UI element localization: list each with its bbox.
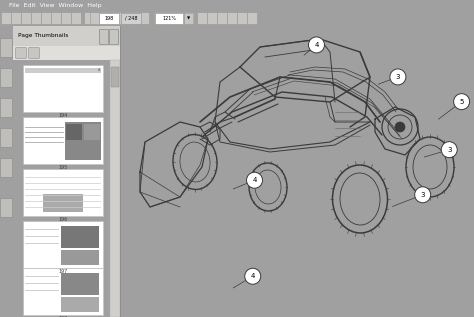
- Bar: [13, 26, 120, 46]
- FancyBboxPatch shape: [23, 169, 103, 216]
- Text: File  Edit  View  Window  Help: File Edit View Window Help: [9, 3, 102, 8]
- FancyBboxPatch shape: [208, 12, 218, 24]
- Text: 121%: 121%: [162, 16, 176, 21]
- FancyBboxPatch shape: [100, 29, 109, 44]
- Bar: [184, 13, 193, 24]
- FancyBboxPatch shape: [23, 117, 103, 164]
- FancyBboxPatch shape: [52, 12, 62, 24]
- Bar: [110, 60, 120, 317]
- FancyBboxPatch shape: [129, 12, 139, 24]
- Text: 194: 194: [58, 113, 68, 118]
- FancyBboxPatch shape: [24, 222, 104, 269]
- FancyBboxPatch shape: [23, 221, 103, 268]
- FancyBboxPatch shape: [184, 12, 194, 24]
- Bar: [111, 67, 119, 87]
- Text: Page Thumbnails: Page Thumbnails: [18, 34, 68, 38]
- Text: / 248: / 248: [125, 16, 137, 21]
- Bar: [61, 250, 99, 265]
- FancyBboxPatch shape: [23, 268, 103, 315]
- FancyBboxPatch shape: [72, 12, 82, 24]
- Text: 3: 3: [420, 192, 425, 198]
- Bar: [61, 297, 99, 312]
- FancyBboxPatch shape: [0, 68, 12, 87]
- Bar: [61, 226, 99, 248]
- Text: 5: 5: [459, 99, 464, 105]
- Bar: [121, 13, 141, 24]
- Bar: [25, 68, 101, 73]
- FancyBboxPatch shape: [0, 128, 12, 147]
- Text: 195: 195: [58, 165, 68, 170]
- FancyBboxPatch shape: [24, 170, 104, 217]
- Text: 3: 3: [396, 74, 400, 80]
- Bar: [99, 13, 119, 24]
- FancyBboxPatch shape: [23, 65, 103, 112]
- Bar: [43, 194, 83, 212]
- Bar: [155, 13, 183, 24]
- FancyBboxPatch shape: [11, 12, 21, 24]
- Circle shape: [390, 69, 406, 85]
- FancyBboxPatch shape: [42, 12, 52, 24]
- Text: A: A: [98, 68, 100, 72]
- FancyBboxPatch shape: [237, 12, 247, 24]
- FancyBboxPatch shape: [24, 118, 104, 165]
- Bar: [84, 124, 100, 140]
- FancyBboxPatch shape: [16, 48, 26, 58]
- Text: 3: 3: [447, 147, 451, 153]
- Bar: [65, 122, 101, 160]
- FancyBboxPatch shape: [164, 12, 174, 24]
- FancyBboxPatch shape: [139, 12, 149, 24]
- Circle shape: [395, 122, 405, 132]
- Text: 196: 196: [58, 217, 68, 222]
- FancyBboxPatch shape: [118, 12, 128, 24]
- FancyBboxPatch shape: [111, 12, 121, 24]
- FancyBboxPatch shape: [24, 269, 104, 316]
- FancyBboxPatch shape: [31, 12, 42, 24]
- FancyBboxPatch shape: [91, 12, 100, 24]
- Circle shape: [245, 268, 261, 284]
- FancyBboxPatch shape: [228, 12, 237, 24]
- Text: 198: 198: [58, 316, 68, 317]
- FancyBboxPatch shape: [0, 38, 12, 57]
- FancyBboxPatch shape: [21, 12, 31, 24]
- Text: 4: 4: [251, 273, 255, 279]
- FancyBboxPatch shape: [0, 198, 12, 217]
- Bar: [61, 273, 99, 295]
- Circle shape: [454, 94, 470, 110]
- FancyBboxPatch shape: [24, 66, 104, 113]
- Circle shape: [441, 142, 457, 158]
- Circle shape: [309, 37, 325, 53]
- FancyBboxPatch shape: [247, 12, 257, 24]
- Text: ▼: ▼: [187, 16, 190, 21]
- FancyBboxPatch shape: [109, 29, 118, 44]
- FancyBboxPatch shape: [198, 12, 208, 24]
- Text: 198: 198: [104, 16, 114, 21]
- FancyBboxPatch shape: [124, 12, 134, 24]
- FancyBboxPatch shape: [62, 12, 72, 24]
- Bar: [66, 124, 82, 140]
- FancyBboxPatch shape: [0, 99, 12, 118]
- Text: 4: 4: [252, 177, 257, 183]
- FancyBboxPatch shape: [100, 12, 109, 24]
- Bar: [13, 46, 120, 60]
- FancyBboxPatch shape: [84, 12, 94, 24]
- FancyBboxPatch shape: [29, 48, 39, 58]
- FancyBboxPatch shape: [1, 12, 11, 24]
- Text: 197: 197: [58, 269, 68, 274]
- Text: 4: 4: [314, 42, 319, 48]
- FancyBboxPatch shape: [155, 12, 164, 24]
- FancyBboxPatch shape: [0, 158, 12, 178]
- FancyBboxPatch shape: [218, 12, 228, 24]
- Circle shape: [415, 187, 431, 203]
- FancyBboxPatch shape: [174, 12, 184, 24]
- Circle shape: [246, 172, 263, 188]
